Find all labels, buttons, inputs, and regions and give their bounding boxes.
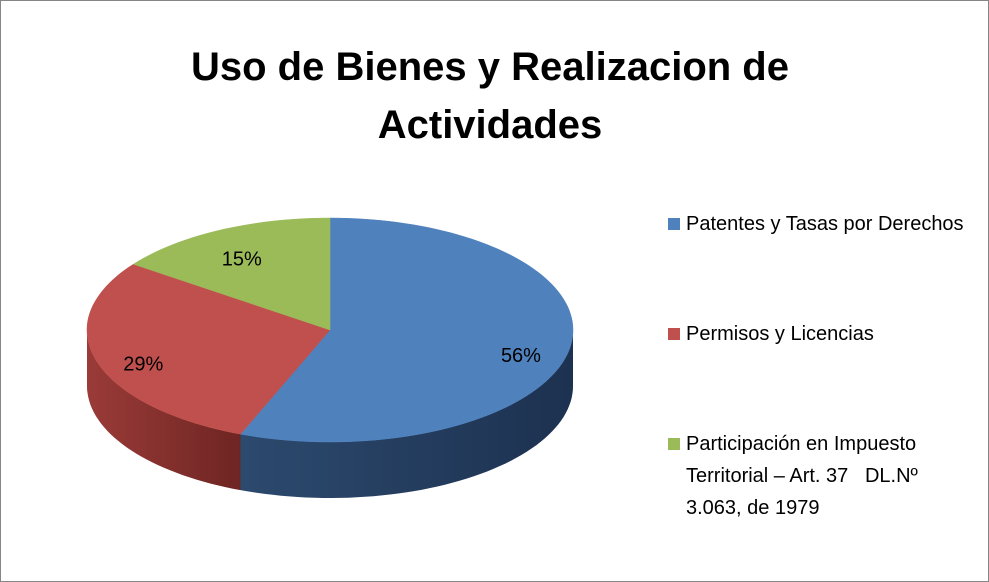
legend-swatch <box>668 438 680 450</box>
legend-entry: Participación en Impuesto Territorial – … <box>666 428 976 524</box>
legend-label: Patentes y Tasas por Derechos <box>686 213 964 235</box>
chart-title: Uso de Bienes y Realizacion de Actividad… <box>191 45 789 147</box>
data-label: 29% <box>123 353 163 375</box>
legend-label: Participación en Impuesto Territorial – … <box>686 433 924 519</box>
legend-entry: Patentes y Tasas por Derechos <box>666 208 976 240</box>
pie-slice <box>240 217 574 443</box>
pie-slice <box>86 263 331 435</box>
slice-side <box>87 330 241 491</box>
data-label: 15% <box>222 248 262 270</box>
pie-slice <box>132 217 331 331</box>
legend-label: Permisos y Licencias <box>686 323 874 345</box>
slice-side <box>240 330 573 498</box>
legend-swatch <box>668 218 680 230</box>
data-label: 56% <box>501 345 541 367</box>
legend-swatch <box>668 328 680 340</box>
legend-entry: Permisos y Licencias <box>666 318 976 350</box>
legend: Patentes y Tasas por Derechos Permisos y … <box>666 208 976 524</box>
